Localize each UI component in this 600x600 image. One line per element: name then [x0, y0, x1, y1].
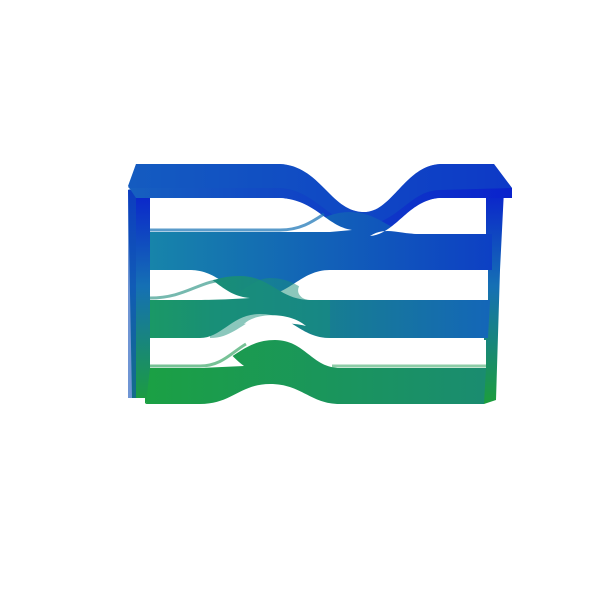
- lattice-band-bottom: [146, 340, 486, 404]
- lattice-openings: [150, 198, 488, 368]
- lattice-shading: [149, 212, 486, 368]
- lattice-band-top: [128, 164, 512, 238]
- left-post: [128, 182, 150, 404]
